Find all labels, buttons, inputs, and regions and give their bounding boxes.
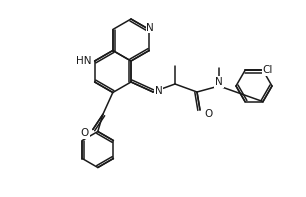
Text: O: O <box>80 128 89 138</box>
Text: HN: HN <box>76 56 91 66</box>
Text: N: N <box>215 77 223 87</box>
Text: O: O <box>204 109 212 119</box>
Text: N: N <box>155 86 163 96</box>
Text: N: N <box>146 22 154 33</box>
Text: Cl: Cl <box>263 65 273 75</box>
